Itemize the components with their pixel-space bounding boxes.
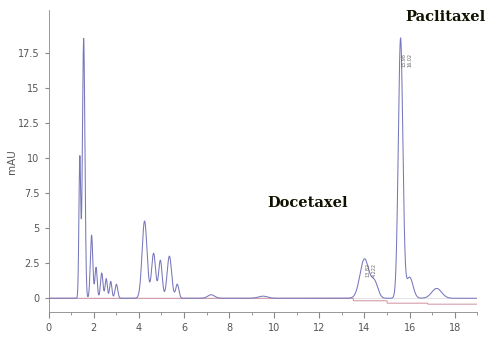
Y-axis label: mAU: mAU [7, 149, 17, 174]
Text: Docetaxel: Docetaxel [268, 196, 348, 210]
Text: Paclitaxel: Paclitaxel [406, 10, 486, 24]
Text: 15.98
16.02: 15.98 16.02 [402, 52, 412, 67]
Text: 13.82
4.222: 13.82 4.222 [366, 263, 376, 277]
